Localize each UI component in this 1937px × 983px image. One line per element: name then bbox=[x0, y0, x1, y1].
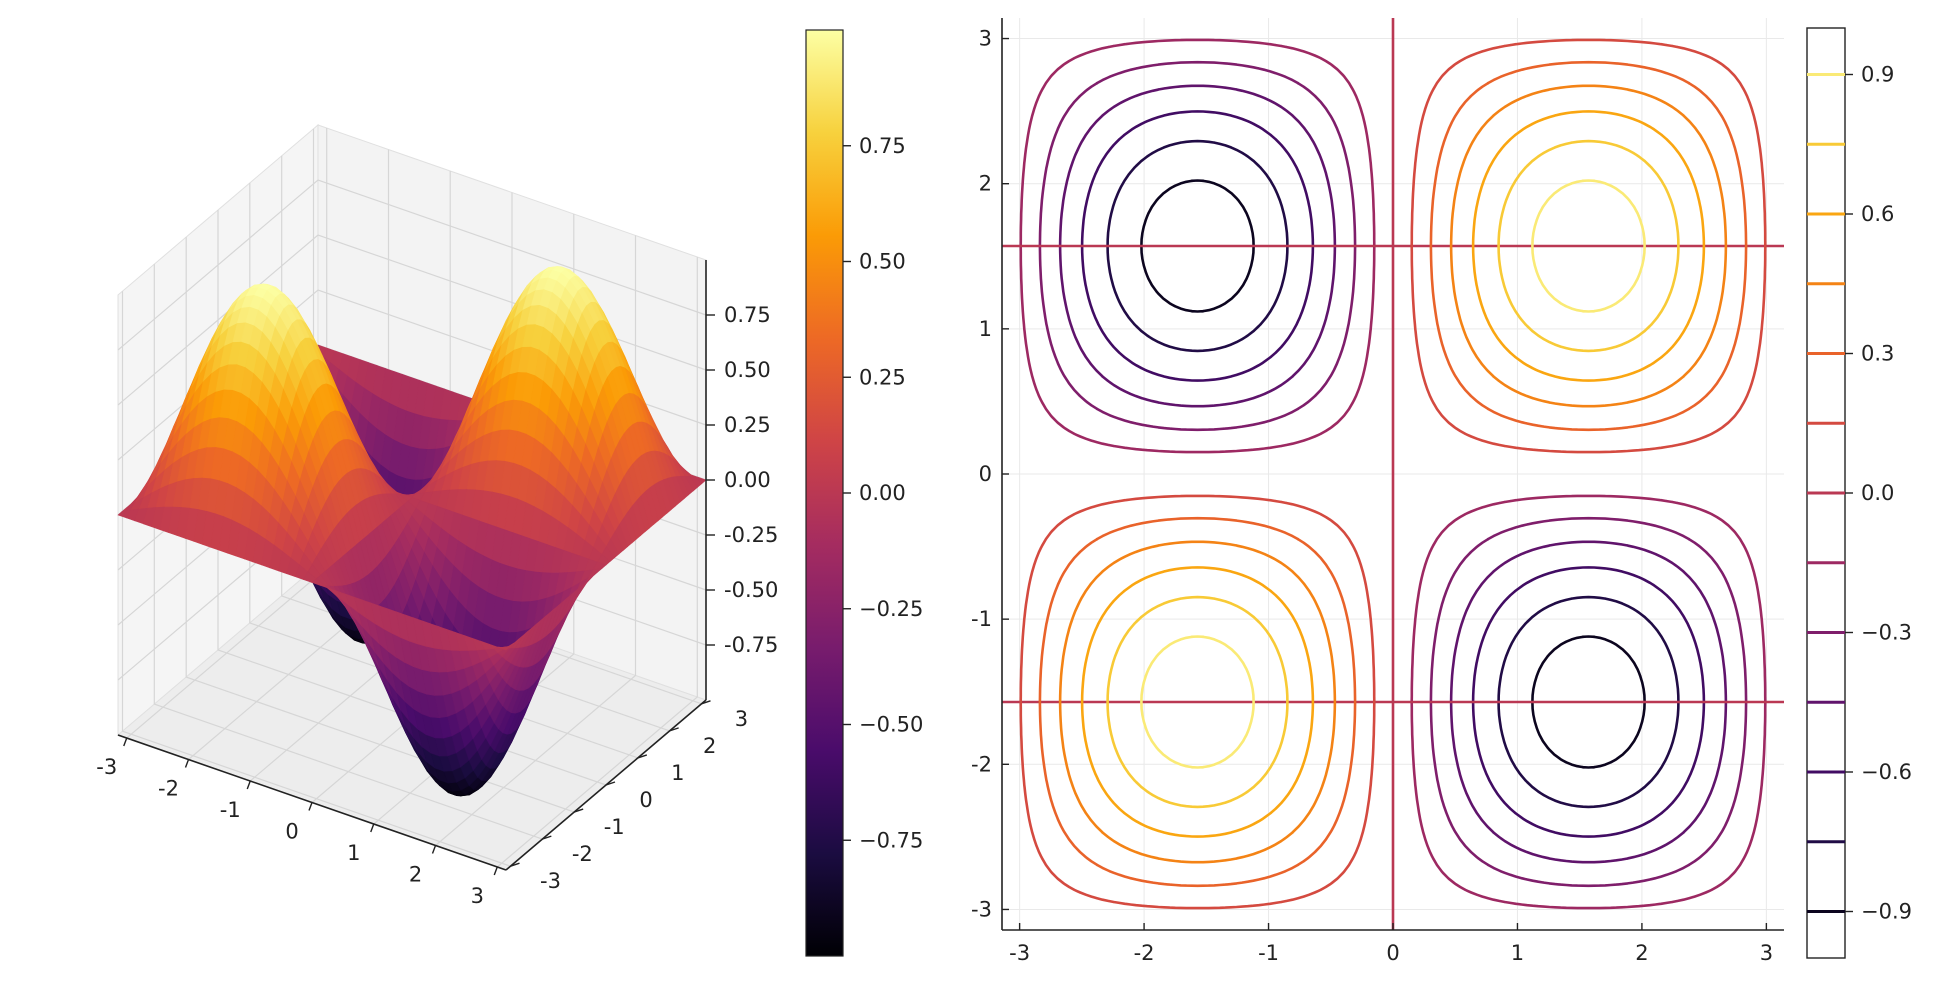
colorbar-tick-label: −0.75 bbox=[859, 828, 923, 852]
contour-level-3 bbox=[1058, 84, 1728, 864]
y-tick-label: -1 bbox=[604, 815, 625, 839]
contour-level-10 bbox=[1080, 110, 1706, 838]
contour-y-tick-label: -3 bbox=[971, 897, 992, 921]
surface-mesh bbox=[117, 266, 707, 797]
z-tick-label: 0.50 bbox=[724, 358, 771, 382]
contour-level-6 bbox=[1002, 18, 1784, 930]
colorbar-tick-label: 0.50 bbox=[859, 250, 906, 274]
y-tick-label: 2 bbox=[703, 734, 716, 758]
contour-colorbar-tick-label: −0.3 bbox=[1861, 621, 1912, 645]
y-tick bbox=[542, 835, 552, 840]
y-tick-label: -3 bbox=[540, 869, 561, 893]
y-tick-label: 0 bbox=[639, 788, 652, 812]
x-tick-label: 1 bbox=[347, 841, 360, 865]
x-tick-label: 2 bbox=[409, 862, 422, 886]
x-tick bbox=[370, 823, 375, 833]
contour-level-0 bbox=[1140, 179, 1646, 769]
contour-x-tick-label: 3 bbox=[1760, 941, 1773, 965]
contour-y-tick-label: -2 bbox=[971, 752, 992, 776]
contour-y-tick-label: 3 bbox=[979, 27, 992, 51]
contour-lines bbox=[1002, 18, 1784, 930]
contour-level-9 bbox=[1058, 84, 1728, 864]
z-tick-label: 0.75 bbox=[724, 303, 771, 327]
contour-colorbar-tick-label: −0.9 bbox=[1861, 900, 1912, 924]
x-tick-label: -2 bbox=[158, 777, 179, 801]
y-tick bbox=[701, 700, 711, 705]
surface-colorbar: 0.75 0.50 0.25 0.00 −0.25 −0.50 −0.75 bbox=[805, 29, 923, 957]
contour-level-12 bbox=[1140, 179, 1646, 769]
contour-level-4 bbox=[1038, 60, 1748, 888]
surface-plot: -3-2-10123-3-2-10123-0.75-0.50-0.250.000… bbox=[96, 123, 778, 908]
contour-level-1 bbox=[1106, 139, 1680, 809]
x-tick bbox=[308, 802, 313, 811]
contour-y-tick-label: 1 bbox=[979, 317, 992, 341]
contour-y-tick-label: -1 bbox=[971, 607, 992, 631]
y-gridline bbox=[121, 291, 511, 867]
contour-y-tick-label: 2 bbox=[979, 172, 992, 196]
contour-x-tick-label: 1 bbox=[1511, 941, 1524, 965]
contour-x-tick-label: 0 bbox=[1386, 941, 1399, 965]
contour-colorbar: 0.9 0.6 0.3 0.0 −0.3 −0.6 −0.9 bbox=[1806, 27, 1912, 959]
z-tick-label: 0.00 bbox=[724, 468, 771, 492]
contour-x-tick-label: -3 bbox=[1009, 941, 1030, 965]
colorbar-tick-label: 0.00 bbox=[859, 481, 906, 505]
y-tick-label: 3 bbox=[735, 707, 748, 731]
y-tick bbox=[637, 754, 648, 759]
x-gridline bbox=[496, 257, 698, 868]
contour-colorbar-tick-label: 0.6 bbox=[1861, 202, 1894, 226]
contour-level-8 bbox=[1038, 60, 1748, 888]
contour-level-2 bbox=[1080, 110, 1706, 838]
colorbar-tick-label: −0.50 bbox=[859, 713, 923, 737]
z-tick-label: -0.75 bbox=[724, 633, 778, 657]
contour-x-tick-label: -2 bbox=[1134, 941, 1155, 965]
contour-colorbar-tick-label: −0.6 bbox=[1861, 760, 1912, 784]
contour-plot: -3 -2 -1 0 1 2 3 3 2 1 0 -1 -2 -3 bbox=[971, 18, 1784, 965]
x-tick bbox=[246, 780, 251, 790]
contour-x-tick-label: -1 bbox=[1258, 941, 1279, 965]
contour-level-7 bbox=[1019, 38, 1767, 910]
y-gridline bbox=[153, 264, 543, 840]
y-tick bbox=[669, 727, 679, 732]
colorbar-tick-label: −0.25 bbox=[859, 597, 923, 621]
contour-colorbar-tick-label: 0.0 bbox=[1861, 481, 1894, 505]
x-tick bbox=[431, 845, 437, 854]
colorbar-tick-label: 0.25 bbox=[859, 365, 906, 389]
contour-colorbar-tick-label: 0.9 bbox=[1861, 63, 1894, 87]
contour-y-tick-label: 0 bbox=[979, 462, 992, 486]
colorbar-tick-label: 0.75 bbox=[859, 134, 906, 158]
z-tick-label: -0.25 bbox=[724, 523, 778, 547]
x-tick-label: 0 bbox=[285, 820, 298, 844]
contour-colorbar-tick-label: 0.3 bbox=[1861, 342, 1894, 366]
x-tick-label: 3 bbox=[471, 884, 484, 908]
y-tick bbox=[605, 781, 616, 786]
z-tick-label: 0.25 bbox=[724, 413, 771, 437]
colorbar-gradient bbox=[805, 29, 844, 957]
x-tick-label: -3 bbox=[96, 755, 117, 779]
x-tick bbox=[184, 759, 190, 768]
y-tick bbox=[573, 808, 584, 813]
x-tick bbox=[123, 737, 128, 747]
y-tick-label: -2 bbox=[572, 842, 593, 866]
contour-level-5 bbox=[1019, 38, 1767, 910]
contour-level-11 bbox=[1106, 139, 1680, 809]
x-tick-label: -1 bbox=[220, 798, 241, 822]
x-tick bbox=[493, 866, 498, 876]
contour-x-tick-label: 2 bbox=[1635, 941, 1648, 965]
z-tick-label: -0.50 bbox=[724, 578, 778, 602]
z-gridline bbox=[117, 179, 707, 351]
surface-quad bbox=[497, 645, 512, 651]
y-tick bbox=[510, 862, 520, 867]
y-tick-label: 1 bbox=[671, 761, 684, 785]
